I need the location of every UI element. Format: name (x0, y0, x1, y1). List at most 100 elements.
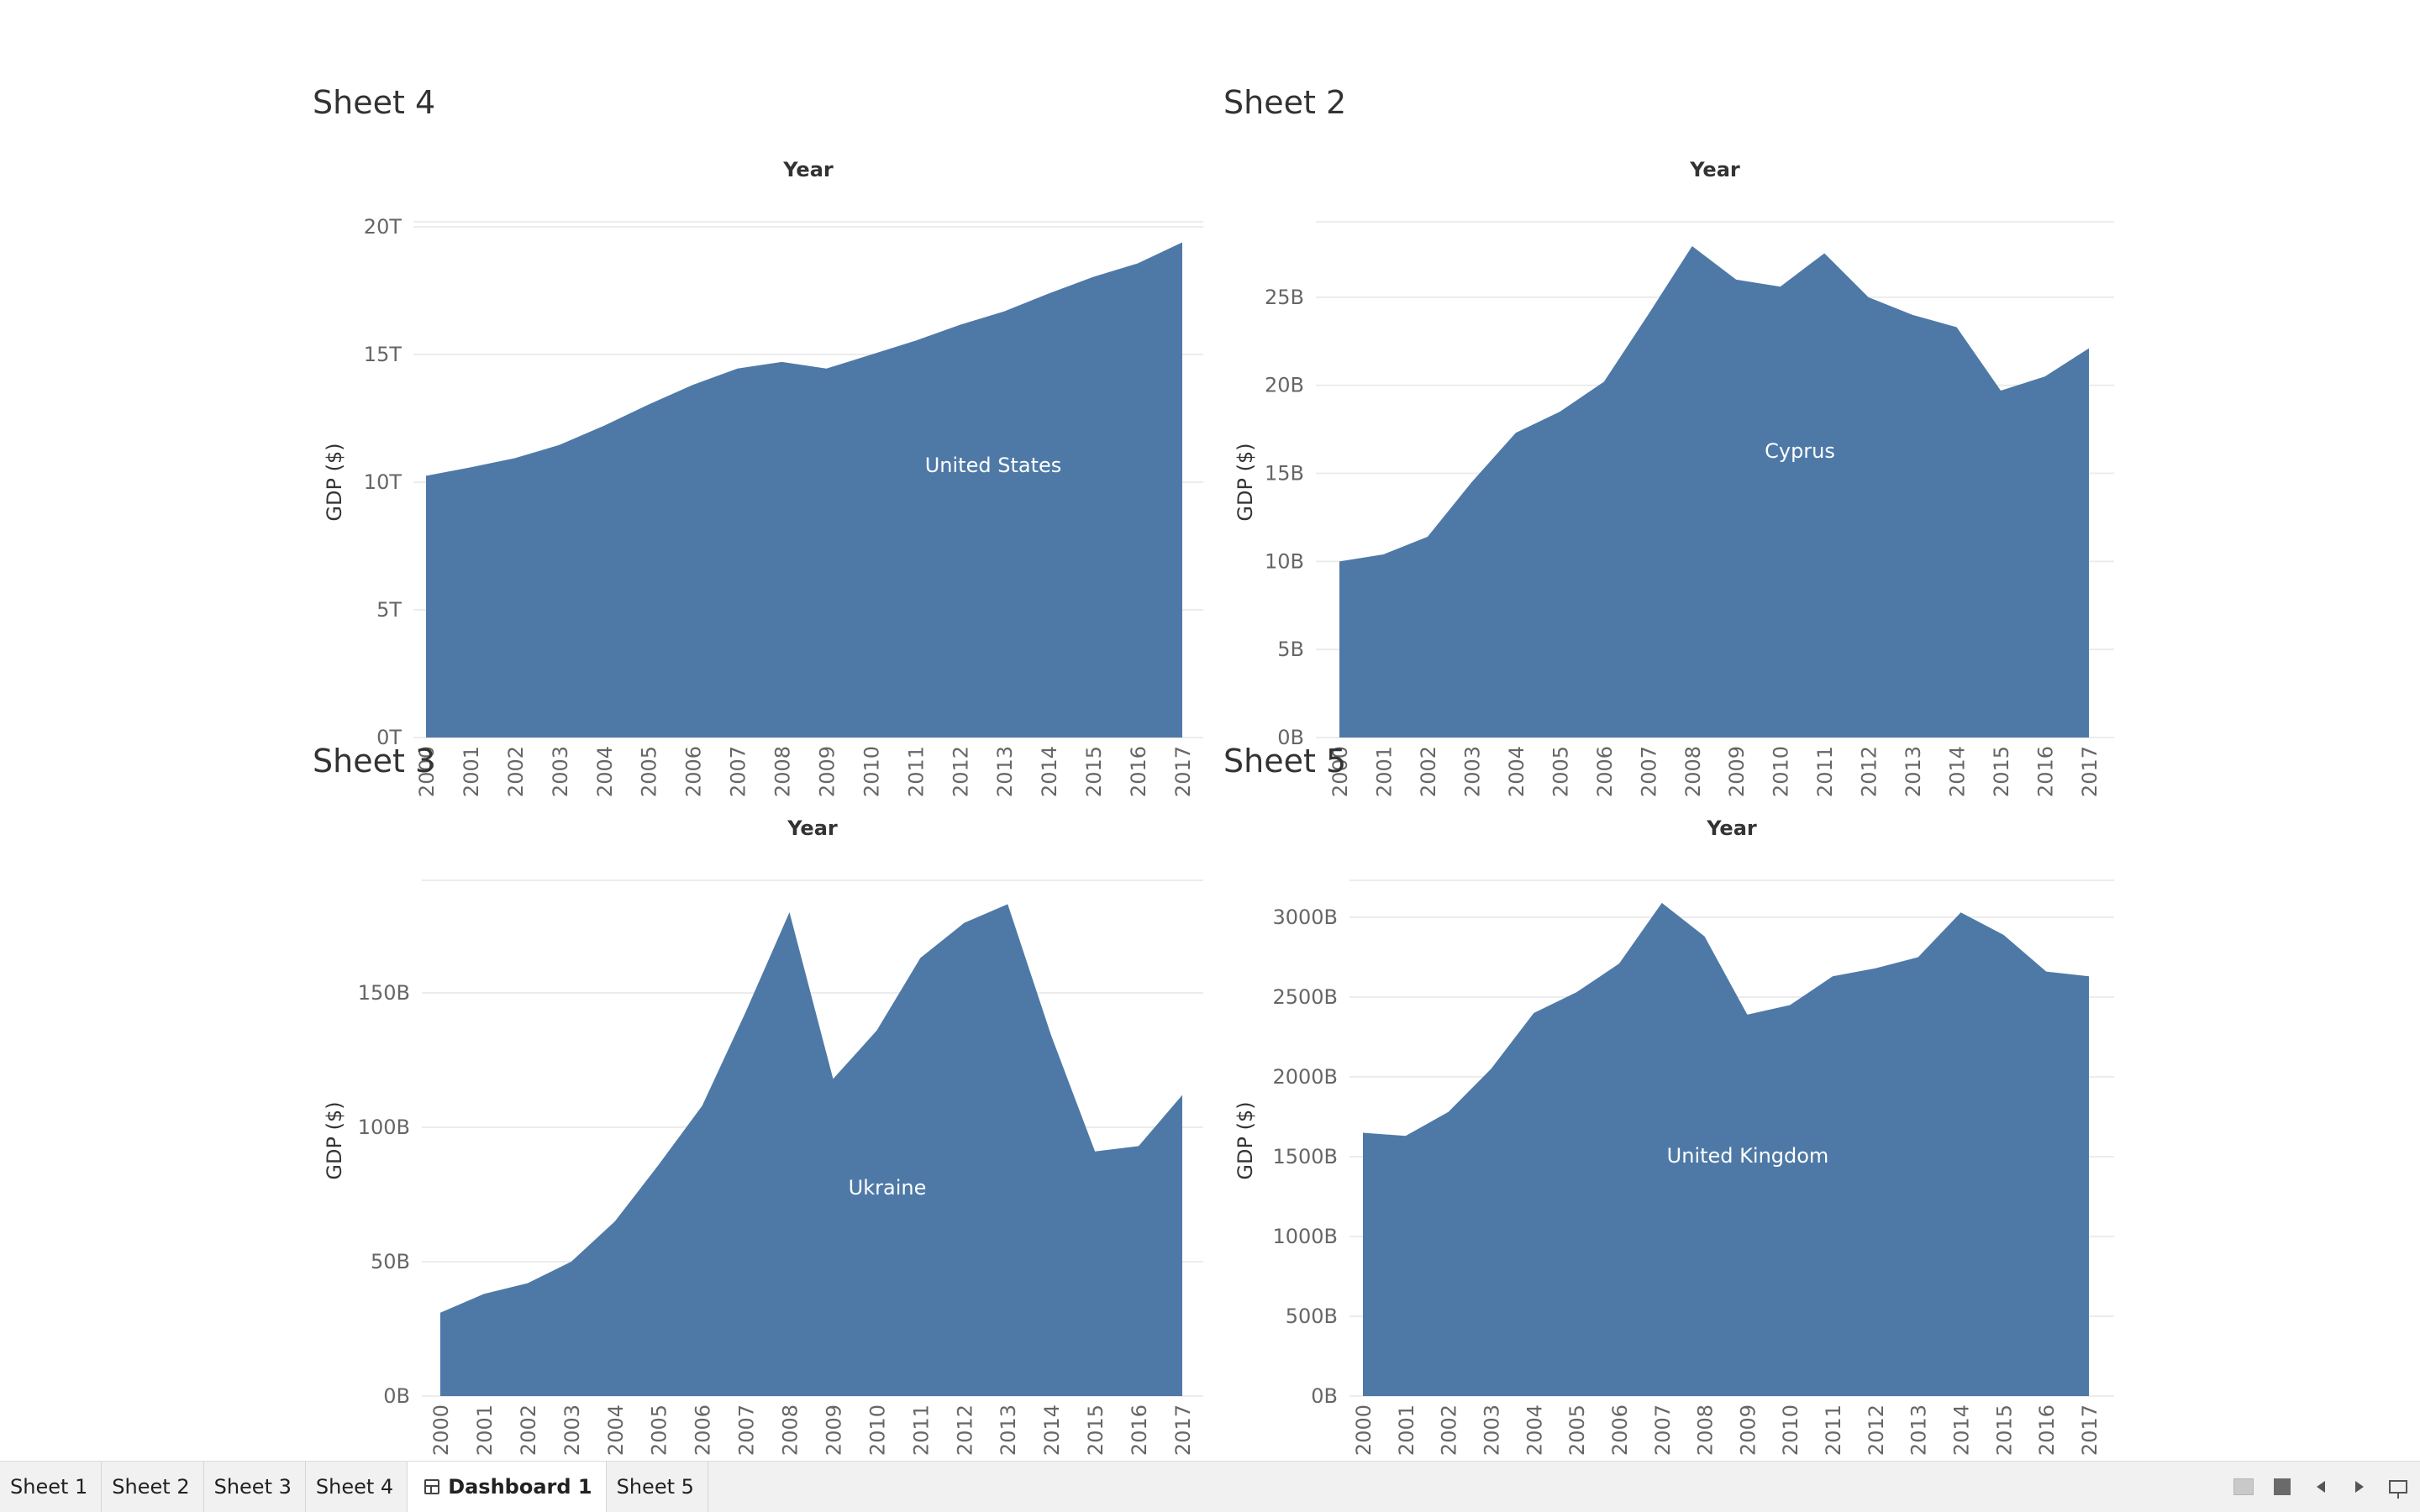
x-tick-label: 2016 (1128, 1404, 1151, 1456)
x-axis-title: Year (1706, 816, 1757, 840)
y-tick-label: 10T (364, 470, 402, 494)
x-tick-label: 2005 (638, 746, 661, 797)
x-tick-label: 2013 (993, 746, 1017, 797)
y-tick-label: 5T (376, 598, 402, 622)
x-tick-label: 2009 (822, 1404, 845, 1456)
x-tick-label: 2017 (2078, 1404, 2102, 1456)
x-tick-label: 2010 (865, 1404, 889, 1456)
show-sheets-icon[interactable] (2233, 1477, 2254, 1497)
x-tick-label: 2016 (2034, 746, 2058, 797)
x-tick-label: 2014 (1946, 746, 1970, 797)
area-united-kingdom[interactable] (1363, 902, 2089, 1396)
chart-panel-sheet-4: Sheet 4 Year GDP ($) 0T 5T 10T 15T 20T United S… (313, 84, 1207, 797)
y-tick-label: 0B (1277, 726, 1304, 749)
x-tick-label: 2005 (1549, 746, 1572, 797)
y-tick-label: 50B (371, 1250, 410, 1273)
x-tick-label: 2003 (560, 1404, 584, 1456)
y-tick-label: 2000B (1272, 1065, 1338, 1089)
x-tick-label: 2001 (1395, 1404, 1418, 1456)
x-tick-label: 2015 (1084, 1404, 1107, 1456)
x-tick-label: 2013 (1902, 746, 1925, 797)
y-tick-label: 25B (1265, 286, 1304, 309)
x-tick-label: 2012 (953, 1404, 976, 1456)
x-tick-label: 2005 (1565, 1404, 1589, 1456)
previous-icon[interactable] (2311, 1477, 2331, 1497)
area-chart-ukraine[interactable]: Year GDP ($) 0B 50B 100B 150B Ukraine 2000 2001 2… (313, 793, 1207, 1465)
tab-label: Dashboard 1 (448, 1475, 592, 1499)
tab-sheet-1[interactable]: Sheet 1 (0, 1462, 103, 1512)
x-tick-label: 2006 (692, 1404, 715, 1456)
tab-sheet-3[interactable]: Sheet 3 (204, 1462, 306, 1512)
tab-sheet-2[interactable]: Sheet 2 (102, 1462, 204, 1512)
x-tick-label: 2016 (2035, 1404, 2059, 1456)
y-tick-label: 20T (364, 215, 402, 239)
tab-sheet-4[interactable]: Sheet 4 (306, 1462, 408, 1512)
x-tick-label: 2002 (1417, 746, 1440, 797)
area-chart-cyprus[interactable]: Year GDP ($) 0B 5B 10B 15B 20B 25B Cyprus 2000 200… (1223, 134, 2118, 806)
y-tick-label: 5B (1277, 638, 1304, 661)
y-tick-label: 15B (1265, 462, 1304, 486)
tab-dashboard-1[interactable]: Dashboard 1 (408, 1462, 607, 1512)
sheet-title: Sheet 4 (313, 84, 436, 121)
x-tick-label: 2000 (429, 1404, 453, 1456)
x-tick-label: 2008 (1694, 1404, 1718, 1456)
x-tick-label: 2015 (1082, 746, 1106, 797)
x-axis-title: Year (782, 158, 834, 181)
x-tick-label: 2006 (1593, 746, 1617, 797)
tab-label: Sheet 5 (616, 1475, 694, 1499)
y-tick-label: 15T (364, 343, 402, 366)
x-tick-label: 2004 (604, 1404, 628, 1456)
y-tick-label: 2500B (1272, 985, 1338, 1009)
x-tick-label: 2017 (1171, 746, 1195, 797)
y-axis-title: GDP ($) (1234, 443, 1257, 521)
area-united-states[interactable] (426, 242, 1182, 738)
x-tick-label: 2011 (1813, 746, 1837, 797)
x-tick-label: 2011 (904, 746, 928, 797)
x-tick-label: 2012 (1858, 746, 1881, 797)
x-tick-label: 2012 (949, 746, 972, 797)
x-tick-label: 2000 (1352, 1404, 1376, 1456)
y-tick-label: 100B (358, 1116, 410, 1139)
x-tick-label: 2002 (504, 746, 528, 797)
y-tick-label: 10B (1265, 549, 1304, 573)
y-tick-label: 0B (383, 1384, 410, 1408)
x-tick-label: 2013 (1907, 1404, 1931, 1456)
tabbar-controls (2233, 1462, 2420, 1512)
next-icon[interactable] (2349, 1477, 2370, 1497)
x-tick-label: 2011 (909, 1404, 933, 1456)
x-tick-label: 2007 (727, 746, 750, 797)
x-tick-label: 2005 (648, 1404, 671, 1456)
tab-sheet-5[interactable]: Sheet 5 (607, 1462, 708, 1512)
chart-panel-sheet-3: Sheet 3 Year GDP ($) 0B 50B 100B 150B Ukraine 2… (313, 743, 1207, 1456)
x-tick-label: 2002 (517, 1404, 540, 1456)
tab-label: Sheet 3 (213, 1475, 292, 1499)
y-tick-label: 20B (1265, 374, 1304, 397)
x-tick-label: 2013 (997, 1404, 1020, 1456)
x-tick-label: 2009 (1736, 1404, 1760, 1456)
x-tick-label: 2010 (1770, 746, 1793, 797)
area-label-united-states: United States (925, 454, 1062, 477)
area-cyprus[interactable] (1339, 246, 2089, 738)
y-axis-title: GDP ($) (1234, 1101, 1257, 1179)
tab-label: Sheet 2 (112, 1475, 190, 1499)
area-label-cyprus: Cyprus (1765, 439, 1835, 463)
full-view-icon[interactable] (2272, 1477, 2292, 1497)
tab-label: Sheet 1 (10, 1475, 88, 1499)
x-tick-label: 2007 (1637, 746, 1660, 797)
x-tick-label: 2011 (1822, 1404, 1845, 1456)
x-tick-label: 2010 (860, 746, 883, 797)
presentation-mode-icon[interactable] (2388, 1477, 2408, 1499)
x-tick-label: 2003 (549, 746, 572, 797)
x-tick-label: 2006 (1608, 1404, 1632, 1456)
y-tick-label: 500B (1286, 1305, 1338, 1328)
area-ukraine[interactable] (440, 904, 1182, 1396)
x-tick-label: 2017 (2078, 746, 2102, 797)
x-tick-label: 2009 (1725, 746, 1749, 797)
x-tick-label: 2012 (1865, 1404, 1888, 1456)
area-label-ukraine: Ukraine (849, 1176, 927, 1200)
chart-panel-sheet-5: Sheet 5 Year GDP ($) 0B 500B 1000B 1500B 2000B… (1223, 743, 2118, 1456)
area-chart-united-states[interactable]: Year GDP ($) 0T 5T 10T 15T 20T United States 200… (313, 134, 1207, 806)
area-chart-united-kingdom[interactable]: Year GDP ($) 0B 500B 1000B 1500B 2000B 2500B 300… (1223, 793, 2118, 1465)
x-tick-label: 2006 (682, 746, 706, 797)
x-tick-label: 2007 (1651, 1404, 1675, 1456)
